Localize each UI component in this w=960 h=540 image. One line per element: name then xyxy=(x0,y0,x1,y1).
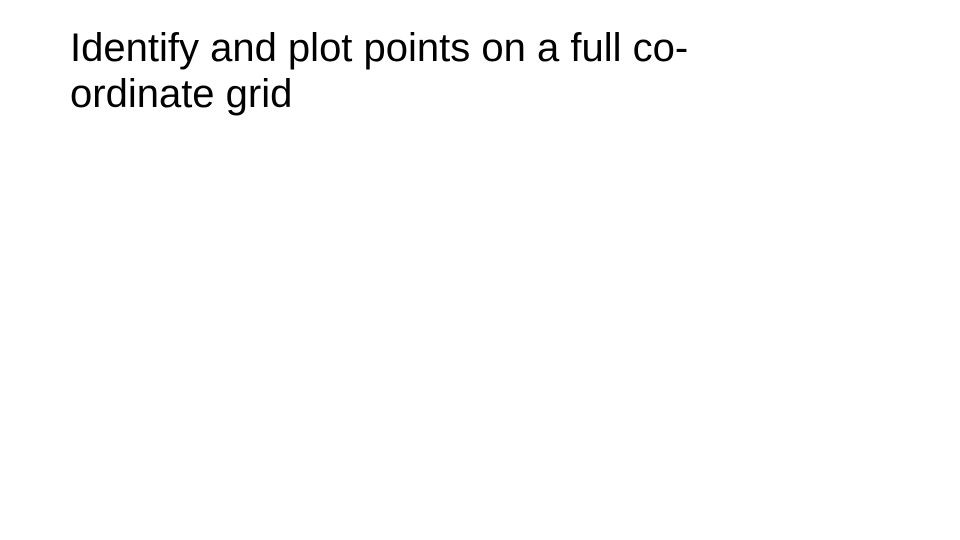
page-title: Identify and plot points on a full co-or… xyxy=(70,25,750,117)
slide: Identify and plot points on a full co-or… xyxy=(0,0,960,540)
